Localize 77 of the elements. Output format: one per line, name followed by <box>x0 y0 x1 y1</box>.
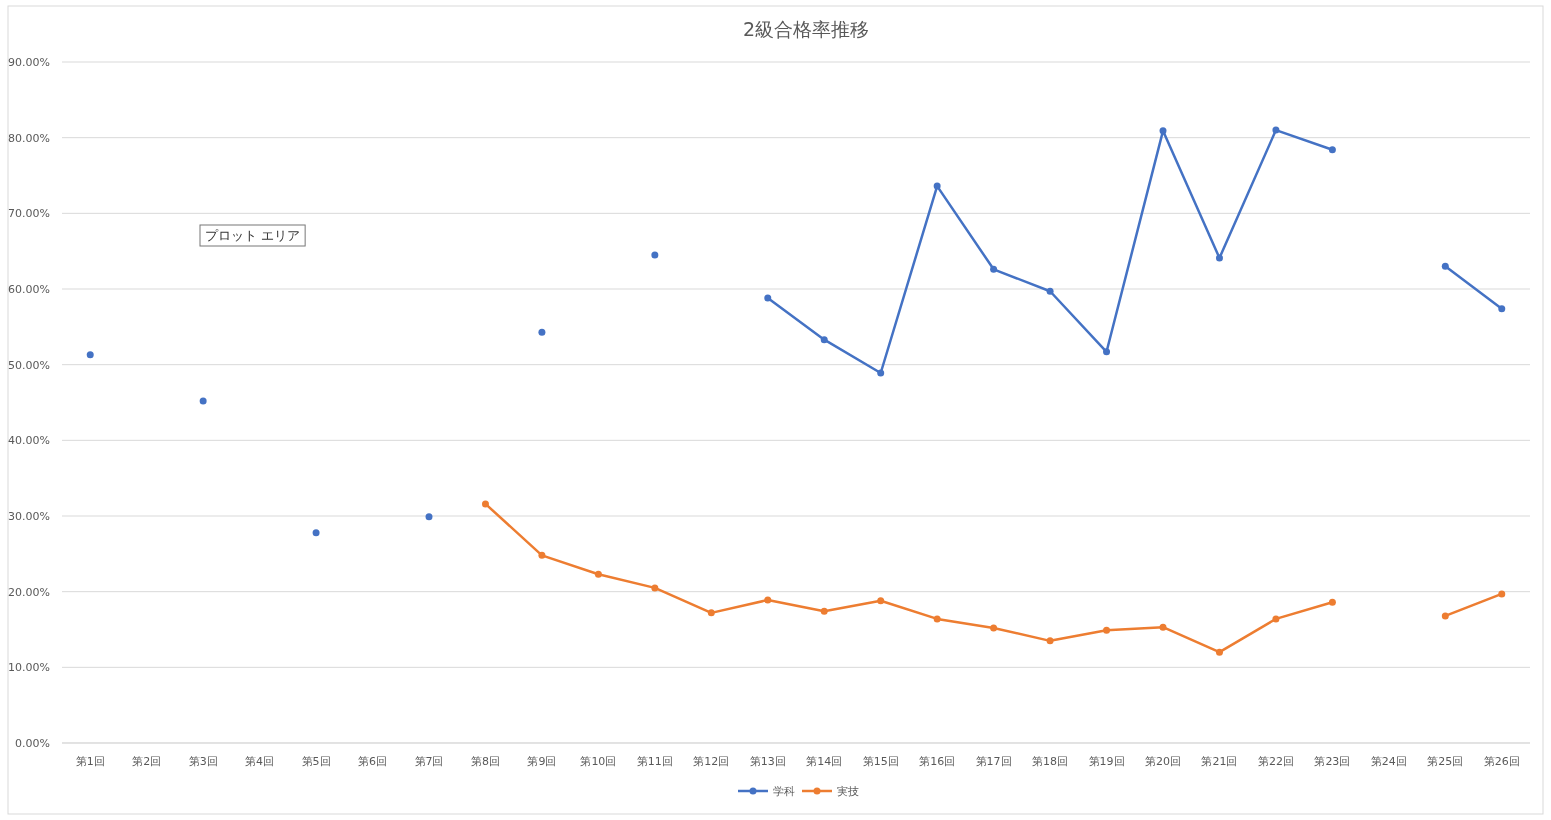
x-tick-label: 第14回 <box>806 755 843 768</box>
x-tick-label: 第16回 <box>919 755 956 768</box>
point <box>481 500 489 508</box>
point <box>1272 615 1280 623</box>
point <box>990 624 998 632</box>
point <box>1498 590 1506 598</box>
annotation: プロット エリア <box>205 228 301 243</box>
legend-label: 実技 <box>837 785 859 798</box>
point <box>877 597 885 605</box>
point <box>707 609 715 617</box>
x-tick-label: 第24回 <box>1370 755 1407 768</box>
x-tick-label: 第2回 <box>132 755 162 768</box>
x-tick-label: 第17回 <box>975 755 1012 768</box>
y-tick-label: 10.00% <box>8 661 50 675</box>
point <box>1441 262 1449 270</box>
chart-title: 2級合格率推移 <box>742 18 870 40</box>
y-tick-label: 50.00% <box>8 358 50 372</box>
point <box>1046 637 1054 645</box>
point <box>1328 598 1336 606</box>
x-tick-label: 第22回 <box>1257 755 1294 768</box>
x-tick-label: 第3回 <box>188 755 218 768</box>
y-tick-label: 70.00% <box>8 207 50 221</box>
x-tick-label: 第7回 <box>414 755 444 768</box>
x-tick-label: 第21回 <box>1201 755 1238 768</box>
x-tick-label: 第4回 <box>245 755 275 768</box>
point <box>1103 348 1111 356</box>
x-tick-label: 第1回 <box>75 755 105 768</box>
point <box>1159 127 1167 135</box>
point <box>538 551 546 559</box>
point <box>1441 612 1449 620</box>
x-tick-label: 第15回 <box>862 755 899 768</box>
point <box>199 397 207 405</box>
y-tick-label: 40.00% <box>8 434 50 448</box>
point <box>1103 626 1111 634</box>
point <box>1215 254 1223 262</box>
point <box>1272 126 1280 134</box>
y-tick-label: 20.00% <box>8 585 50 599</box>
y-tick-label: 30.00% <box>8 510 50 523</box>
point <box>820 607 828 615</box>
point <box>1159 623 1167 631</box>
x-tick-label: 第26回 <box>1483 755 1520 768</box>
y-tick-label: 0.00% <box>15 737 50 750</box>
point <box>651 584 659 592</box>
point <box>764 294 772 302</box>
y-tick-label: 80.00% <box>8 131 50 145</box>
x-tick-label: 第8回 <box>470 755 500 768</box>
y-tick-label: 60.00% <box>8 283 50 296</box>
point <box>425 513 433 521</box>
legend-label: 学科 <box>773 785 795 798</box>
x-tick-label: 第9回 <box>527 755 557 768</box>
point <box>594 570 602 578</box>
x-tick-label: 第19回 <box>1088 755 1125 768</box>
x-tick-label: 第6回 <box>358 755 388 768</box>
x-tick-label: 第11回 <box>636 755 673 768</box>
x-tick-label: 第10回 <box>580 755 617 768</box>
point <box>764 596 772 604</box>
point <box>1498 305 1506 313</box>
x-tick-label: 第23回 <box>1314 755 1351 768</box>
point <box>990 265 998 273</box>
point <box>86 351 94 359</box>
point <box>933 615 941 623</box>
x-tick-label: 第18回 <box>1032 755 1069 768</box>
point <box>933 182 941 190</box>
x-tick-label: 第13回 <box>749 755 786 768</box>
point <box>312 529 320 537</box>
x-tick-label: 第12回 <box>693 755 730 768</box>
point <box>1328 146 1336 154</box>
x-tick-label: 第20回 <box>1145 755 1181 768</box>
point <box>877 369 885 377</box>
point <box>1046 287 1054 295</box>
point <box>1215 648 1223 656</box>
point <box>820 336 828 344</box>
y-tick-label: 90.00% <box>8 56 50 69</box>
x-tick-label: 第25回 <box>1427 755 1464 768</box>
point <box>651 251 659 259</box>
point <box>538 328 546 336</box>
x-tick-label: 第5回 <box>301 755 331 768</box>
